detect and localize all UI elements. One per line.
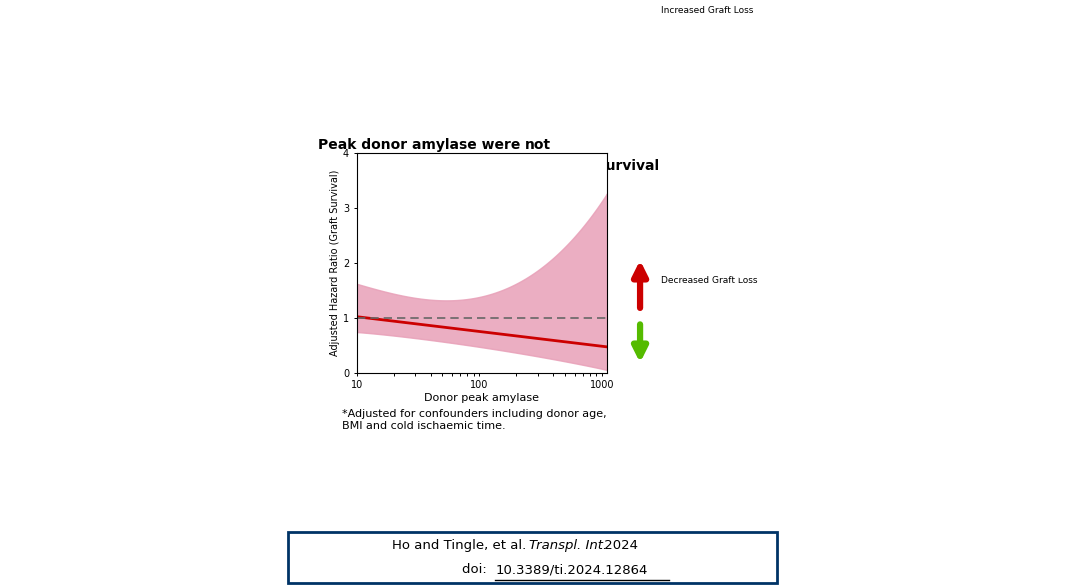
- Text: Pancreata from selected
donors with serum amylase
of > 1000iu/L can have
excelle: Pancreata from selected donors with seru…: [737, 347, 936, 405]
- Text: not: not: [525, 137, 552, 152]
- Text: Median peak amylase = 70iu/L
(range = 8 – 3300iu/L): Median peak amylase = 70iu/L (range = 8 …: [737, 146, 966, 173]
- Text: Increased Graft Loss: Increased Graft Loss: [660, 6, 753, 15]
- X-axis label: Donor peak amylase: Donor peak amylase: [425, 393, 539, 403]
- Text: Donor blood tests do not predict pancreas graft survival after
simultaneous panc: Donor blood tests do not predict pancrea…: [96, 43, 969, 87]
- Text: associated with SPK graft survival: associated with SPK graft survival: [391, 159, 659, 173]
- Text: doi:: doi:: [462, 563, 491, 576]
- Text: Adjusted models to assess
impact on outcomes: Adjusted models to assess impact on outc…: [20, 395, 219, 423]
- Text: Ho and Tingle, et al.: Ho and Tingle, et al.: [392, 539, 530, 552]
- Text: current demands and prevent unnecessary organ discard.: current demands and prevent unnecessary …: [13, 511, 440, 526]
- Text: Total 857 SPK
Transplant Recipients: Total 857 SPK Transplant Recipients: [20, 230, 182, 259]
- Text: Decreased Graft Loss: Decreased Graft Loss: [660, 276, 757, 285]
- Text: Peak or terminal values of
donor amylase, peak ALT,
donor renal function tests
a: Peak or terminal values of donor amylase…: [737, 223, 928, 296]
- Text: 10.3389/ti.2024.12864: 10.3389/ti.2024.12864: [495, 563, 648, 576]
- Text: inferior outcomes. This provides a simple, safe and immediate method to expand t: inferior outcomes. This provides a simpl…: [13, 482, 784, 497]
- Text: Transpl. Int.: Transpl. Int.: [529, 539, 607, 552]
- Text: Peak donor amylase were: Peak donor amylase were: [317, 137, 525, 152]
- FancyBboxPatch shape: [288, 532, 777, 583]
- Text: Conclusion:: Conclusion:: [13, 453, 109, 469]
- Y-axis label: Adjusted Hazard Ratio (Graft Survival): Adjusted Hazard Ratio (Graft Survival): [330, 170, 340, 356]
- Text: Serial donor serum
amylase and liver
blood tests assessed: Serial donor serum amylase and liver blo…: [20, 304, 177, 347]
- Text: UK Registry cohort study
2016 – 2021: UK Registry cohort study 2016 – 2021: [20, 163, 208, 190]
- Text: The use of pancreas grafts from donors with hyperamylasaemia is not associated w: The use of pancreas grafts from donors w…: [114, 453, 749, 469]
- Text: *Adjusted for confounders including donor age,
BMI and cold ischaemic time.: *Adjusted for confounders including dono…: [342, 409, 606, 431]
- Text: 2024: 2024: [600, 539, 638, 552]
